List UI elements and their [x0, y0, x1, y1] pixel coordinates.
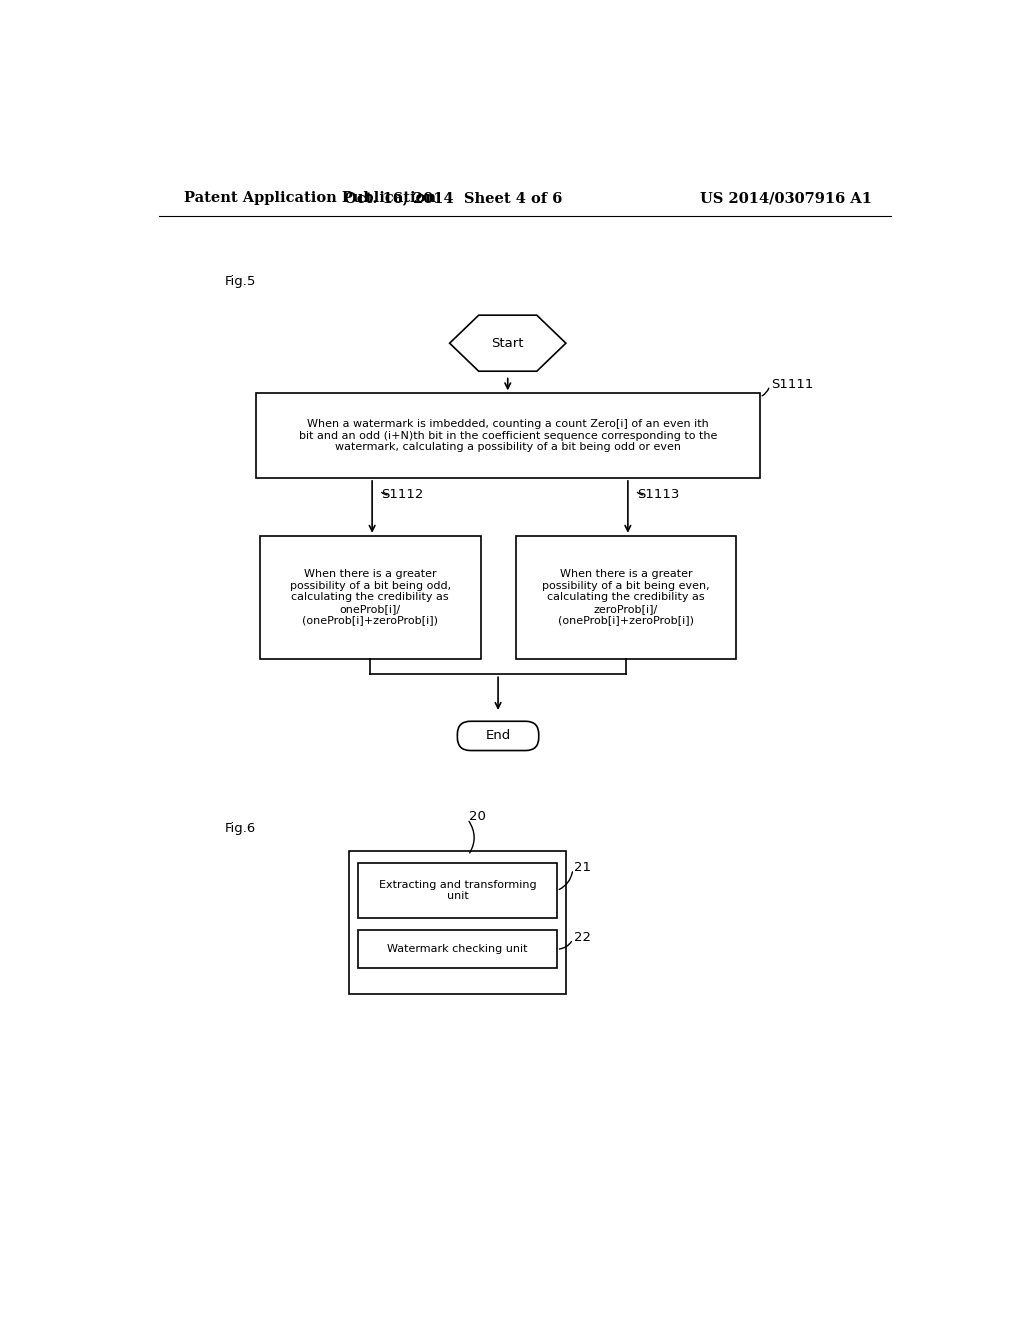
Text: Oct. 16, 2014  Sheet 4 of 6: Oct. 16, 2014 Sheet 4 of 6	[344, 191, 562, 206]
Text: When there is a greater
possibility of a bit being even,
calculating the credibi: When there is a greater possibility of a…	[542, 569, 710, 626]
Text: US 2014/0307916 A1: US 2014/0307916 A1	[700, 191, 872, 206]
Text: End: End	[485, 730, 511, 742]
Text: S1113: S1113	[637, 488, 680, 502]
Text: Watermark checking unit: Watermark checking unit	[387, 944, 527, 954]
Text: Fig.5: Fig.5	[225, 275, 256, 288]
Text: S1112: S1112	[381, 488, 424, 502]
Text: S1111: S1111	[771, 378, 814, 391]
Text: Start: Start	[492, 337, 524, 350]
Text: When there is a greater
possibility of a bit being odd,
calculating the credibil: When there is a greater possibility of a…	[290, 569, 451, 626]
Text: Fig.6: Fig.6	[225, 822, 256, 834]
Text: When a watermark is imbedded, counting a count Zero[i] of an even ith
bit and an: When a watermark is imbedded, counting a…	[299, 418, 717, 453]
Text: Patent Application Publication: Patent Application Publication	[183, 191, 436, 206]
Text: 20: 20	[469, 810, 485, 824]
Text: 22: 22	[574, 931, 592, 944]
Text: 21: 21	[574, 861, 592, 874]
Text: Extracting and transforming
unit: Extracting and transforming unit	[379, 880, 537, 902]
